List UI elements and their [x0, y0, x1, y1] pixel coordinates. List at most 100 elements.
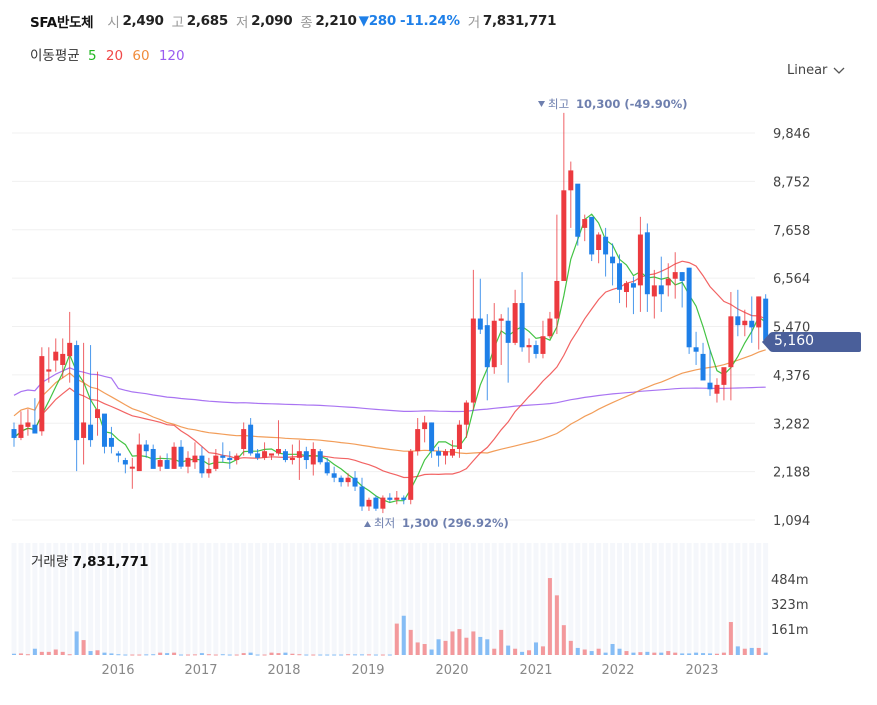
y-axis-tick: 2,188: [773, 466, 810, 481]
volume-bar: [366, 654, 371, 656]
volume-bar-bg: [463, 543, 469, 655]
y-axis-tick: 5,470: [773, 321, 810, 336]
candle: [234, 453, 240, 465]
volume-bar-bg: [610, 543, 616, 655]
volume-bar: [12, 653, 16, 655]
volume-bar: [394, 623, 399, 655]
volume-bar-bg: [60, 543, 66, 655]
volume-bar: [673, 652, 678, 655]
candle: [547, 311, 553, 339]
volume-bar: [464, 637, 469, 655]
volume-bar-bg: [470, 543, 476, 655]
candle: [749, 296, 755, 343]
volume-bar: [680, 653, 685, 655]
volume-bar: [701, 653, 706, 655]
candle: [185, 451, 191, 474]
volume-bar-bg: [101, 543, 107, 655]
volume-bar-bg: [707, 543, 713, 655]
volume-bar: [492, 648, 497, 655]
volume-bar-bg: [422, 543, 428, 655]
candle: [408, 448, 414, 505]
volume-bar: [603, 652, 608, 655]
ma-20-toggle[interactable]: 20: [105, 48, 124, 64]
x-axis-tick: 2020: [435, 663, 468, 678]
volume-bar-bg: [136, 543, 142, 655]
candle: [512, 289, 518, 346]
candle: [317, 448, 323, 465]
volume-bar-bg: [526, 543, 532, 655]
volume-bar: [485, 639, 490, 655]
high-annotation: 최고 10,300 (-49.90%): [538, 97, 688, 111]
volume-bar-bg: [296, 543, 302, 655]
volume-bar-bg: [241, 543, 247, 655]
volume-bar: [95, 650, 100, 655]
volume-bar-bg: [637, 543, 643, 655]
volume-bar-bg: [74, 543, 80, 655]
candle: [443, 448, 449, 465]
volume-bar-bg: [596, 543, 602, 655]
candle: [122, 457, 128, 474]
change-percent: -11.24%: [400, 13, 460, 29]
y-axis-tick: 6,564: [773, 272, 810, 287]
volume-bar-bg: [665, 543, 671, 655]
volume-bar: [227, 654, 232, 656]
volume-bar: [234, 654, 239, 656]
candle: [74, 340, 80, 472]
volume-bar: [151, 654, 156, 656]
volume-panel-title: 거래량 7,831,771: [31, 550, 149, 570]
volume-bar-bg: [623, 543, 629, 655]
high-label: 고: [171, 15, 184, 31]
volume-bar: [373, 654, 378, 656]
candle: [150, 444, 156, 469]
volume-bar-bg: [192, 543, 198, 655]
triangle-up-icon: [364, 521, 371, 527]
candle: [157, 455, 163, 472]
x-axis-tick: 2022: [601, 663, 634, 678]
volume-bar-bg: [227, 543, 233, 655]
candle: [491, 303, 497, 374]
candle: [108, 426, 114, 454]
volume-bar: [67, 654, 72, 656]
candle: [721, 367, 727, 401]
volume-bar-bg: [714, 543, 720, 655]
candle: [561, 112, 567, 281]
volume-bar: [269, 652, 274, 655]
volume-bar: [339, 654, 344, 656]
volume-bar-bg: [262, 543, 268, 655]
volume-bar: [520, 651, 525, 655]
volume-axis-tick: 161m: [771, 623, 808, 638]
candle: [470, 269, 476, 410]
volume-bar-bg: [415, 543, 421, 655]
volume-bar: [443, 640, 448, 655]
volume-bar-bg: [700, 543, 706, 655]
ma-5-toggle[interactable]: 5: [87, 48, 97, 64]
ma-120-toggle[interactable]: 120: [158, 48, 185, 64]
scale-selector[interactable]: Linear: [787, 63, 845, 78]
candle: [637, 216, 643, 312]
candle: [540, 320, 546, 359]
volume-bar: [617, 648, 622, 655]
candle: [324, 457, 330, 476]
volume-bar: [32, 648, 37, 655]
candle: [568, 161, 574, 228]
volume-bar: [687, 653, 692, 655]
volume-bar: [53, 649, 58, 655]
price-tag-shape: [762, 332, 861, 352]
volume-bar-bg: [603, 543, 609, 655]
candle: [526, 338, 532, 363]
volume-bar-bg: [693, 543, 699, 655]
volume-bar: [311, 654, 316, 656]
candle: [338, 475, 344, 487]
svg-text:최저: 최저: [374, 516, 395, 530]
candle: [241, 422, 247, 456]
candle: [46, 347, 52, 383]
volume-bar: [25, 654, 30, 656]
volume-bar: [81, 640, 86, 655]
volume-bar: [109, 653, 114, 655]
candle: [429, 422, 435, 458]
volume-bar-bg: [366, 543, 372, 655]
ma-60-toggle[interactable]: 60: [132, 48, 150, 64]
volume-bar-bg: [561, 543, 567, 655]
volume-bar-bg: [394, 543, 400, 655]
